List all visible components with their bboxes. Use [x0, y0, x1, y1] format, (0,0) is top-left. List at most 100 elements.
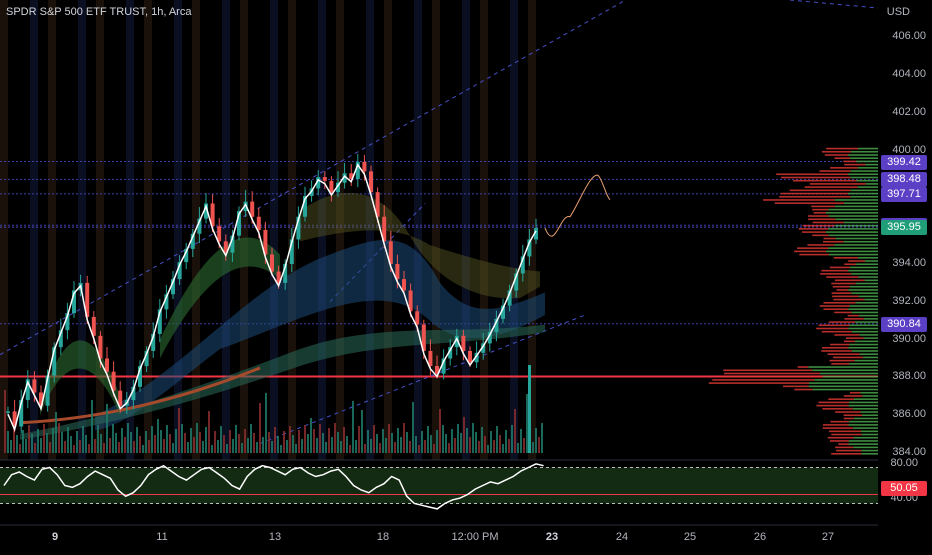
candle-body	[85, 282, 90, 317]
ema-ribbon-teal	[20, 324, 545, 440]
profile-bar	[848, 260, 865, 262]
profile-bar	[830, 343, 850, 346]
volume-bar	[85, 435, 87, 453]
volume-bar	[103, 443, 105, 453]
profile-bar	[830, 420, 849, 423]
volume-bar	[433, 444, 435, 453]
candle-body	[144, 350, 149, 367]
profile-bar	[857, 257, 878, 259]
price-axis-label: 400.00	[892, 143, 926, 156]
candle-body	[342, 173, 347, 183]
volume-bar	[211, 445, 213, 453]
volume-bar	[184, 433, 186, 453]
volume-bar	[232, 439, 234, 453]
volume-bar	[427, 426, 429, 453]
profile-bar	[826, 147, 858, 150]
profile-bar	[836, 289, 849, 291]
profile-bar	[838, 443, 849, 445]
volume-bar	[445, 434, 447, 453]
profile-bar	[856, 179, 878, 182]
profile-bar	[812, 221, 844, 224]
profile-bar	[823, 301, 856, 304]
channel-mid	[329, 203, 426, 303]
profile-bar	[843, 221, 878, 224]
volume-bar	[262, 437, 264, 453]
time-axis-label: 27	[821, 531, 835, 543]
profile-bar	[818, 324, 850, 327]
candle-body	[448, 347, 453, 359]
profile-bar	[848, 327, 878, 330]
profile-bar	[852, 427, 878, 429]
volume-bar	[424, 440, 426, 453]
profile-bar	[851, 311, 878, 314]
candle-body	[210, 203, 215, 227]
profile-bar	[850, 189, 878, 192]
profile-bar	[799, 253, 829, 256]
volume-bar	[379, 443, 381, 453]
currency-label: USD	[886, 6, 910, 18]
volume-bar	[376, 434, 378, 453]
profile-bar	[808, 382, 878, 384]
volume-bar	[289, 426, 291, 453]
candle-body	[454, 335, 459, 348]
volume-bar	[193, 437, 195, 453]
candle-body	[237, 211, 241, 236]
profile-bar	[811, 205, 835, 208]
volume-bar	[415, 436, 417, 453]
profile-bar	[832, 295, 859, 298]
time-axis-label: 9	[51, 531, 59, 543]
candle-body	[487, 332, 492, 344]
profile-bar	[850, 150, 878, 153]
volume-bar	[478, 441, 480, 453]
candle-body	[481, 343, 486, 353]
price-axis-label: 390.00	[892, 332, 926, 345]
profile-bar	[851, 350, 878, 352]
profile-bar	[849, 391, 861, 394]
volume-bar	[199, 432, 201, 453]
volume-bar	[496, 426, 498, 453]
volume-bar	[358, 426, 360, 453]
profile-bar	[794, 250, 827, 253]
candle-body	[131, 386, 136, 401]
candle-body	[468, 350, 472, 363]
profile-bar	[864, 260, 878, 262]
volume-bar	[196, 423, 198, 453]
projection-line	[544, 174, 611, 237]
candle-body	[494, 318, 499, 333]
volume-bar	[268, 432, 270, 453]
candle-body	[382, 216, 387, 242]
session-shade	[510, 0, 518, 460]
volume-bar	[364, 444, 366, 453]
candle-body	[289, 239, 294, 264]
price-badge: 390.84	[881, 316, 927, 332]
profile-bar	[821, 330, 852, 333]
profile-bar	[819, 170, 851, 172]
candle-body	[329, 180, 334, 193]
volume-bar	[391, 433, 393, 453]
volume-bar	[436, 430, 438, 453]
session-shade	[96, 0, 104, 460]
osc-current-badge: 50.05	[881, 481, 927, 496]
profile-bar	[789, 189, 851, 192]
volume-bar	[528, 365, 531, 453]
volume-bar	[166, 425, 168, 453]
profile-bar	[849, 343, 878, 346]
volume-bar	[223, 435, 225, 453]
volume-bar	[202, 441, 204, 453]
volume-bar	[76, 431, 78, 453]
candle-body	[45, 375, 50, 406]
candle-body	[32, 379, 37, 393]
profile-bar	[848, 269, 878, 272]
ema-ribbon-green	[160, 237, 280, 359]
profile-bar	[828, 228, 878, 230]
volume-bar	[499, 435, 501, 453]
volume-bar	[277, 436, 279, 453]
profile-bar	[864, 298, 878, 301]
profile-bar	[723, 369, 813, 372]
profile-bar	[848, 440, 878, 442]
price-axis-label: 392.00	[892, 294, 926, 307]
volume-bar	[31, 434, 33, 453]
volume-bar	[121, 428, 123, 453]
